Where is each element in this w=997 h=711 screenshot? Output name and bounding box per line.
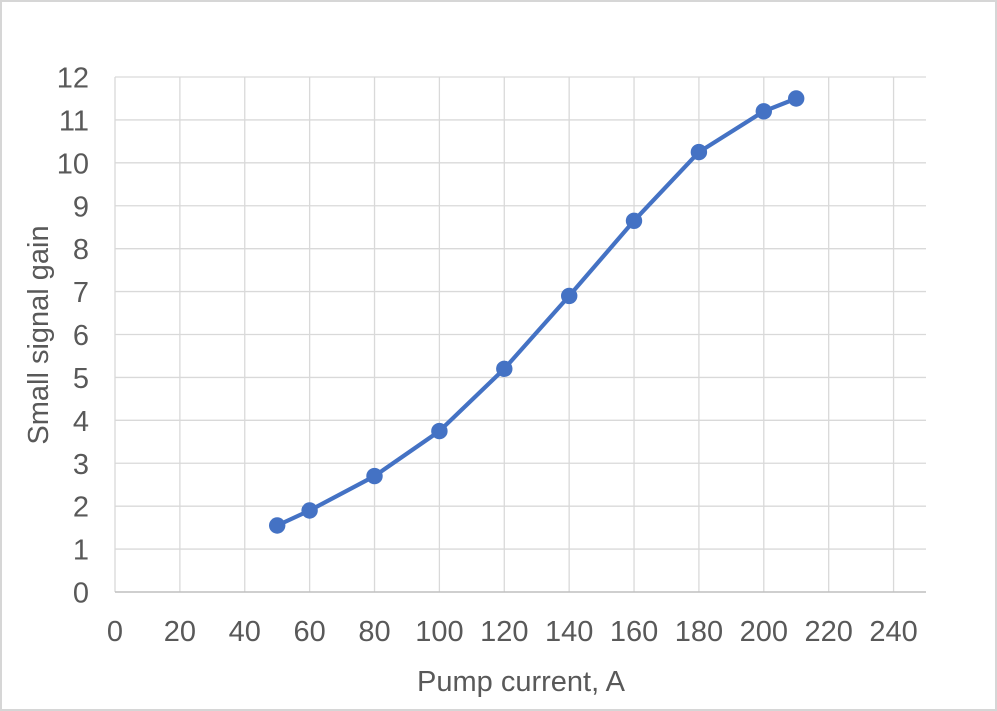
data-point-marker	[755, 103, 772, 120]
x-tick-label: 240	[869, 616, 917, 648]
y-tick-label: 5	[73, 363, 89, 395]
x-tick-label: 100	[415, 616, 463, 648]
y-tick-label: 7	[73, 277, 89, 309]
y-tick-label: 8	[73, 234, 89, 266]
data-point-marker	[788, 90, 805, 107]
y-tick-label: 9	[73, 191, 89, 223]
x-axis-title: Pump current, A	[417, 666, 626, 698]
gridlines	[114, 76, 926, 592]
series-line	[275, 96, 799, 528]
x-tick-label: 180	[675, 616, 723, 648]
x-tick-label: 20	[164, 616, 196, 648]
x-tick-label: 60	[294, 616, 326, 648]
data-point-marker	[690, 143, 708, 161]
y-axis-title: Small signal gain	[23, 225, 55, 444]
x-tick-label: 140	[545, 616, 593, 648]
x-tick-labels: 0 20 40 60 80 100 120 140 160 180 200 220 240	[107, 616, 918, 648]
x-tick-label: 120	[480, 616, 528, 648]
x-tick-label: 220	[804, 616, 852, 648]
y-tick-label: 0	[73, 578, 89, 610]
y-tick-label: 11	[59, 105, 89, 137]
series-group	[269, 90, 805, 534]
data-point-marker	[301, 502, 318, 519]
y-tick-label: 12	[57, 63, 89, 95]
data-point-marker	[561, 287, 578, 305]
data-point-marker	[269, 517, 286, 534]
x-tick-label: 80	[358, 616, 390, 648]
y-tick-label: 3	[73, 449, 89, 481]
y-tick-label: 4	[73, 406, 89, 438]
x-tick-label: 0	[107, 616, 123, 648]
data-point-marker	[366, 467, 383, 485]
x-tick-label: 160	[610, 616, 658, 648]
x-tick-label: 200	[740, 616, 788, 648]
y-tick-label: 10	[57, 148, 89, 180]
data-point-marker	[625, 212, 643, 229]
y-tick-label: 1	[73, 535, 89, 567]
y-tick-label: 2	[73, 492, 89, 524]
data-point-marker	[496, 360, 513, 377]
y-tick-label: 6	[73, 320, 89, 352]
data-point-marker	[431, 422, 448, 440]
x-tick-label: 40	[229, 616, 261, 648]
